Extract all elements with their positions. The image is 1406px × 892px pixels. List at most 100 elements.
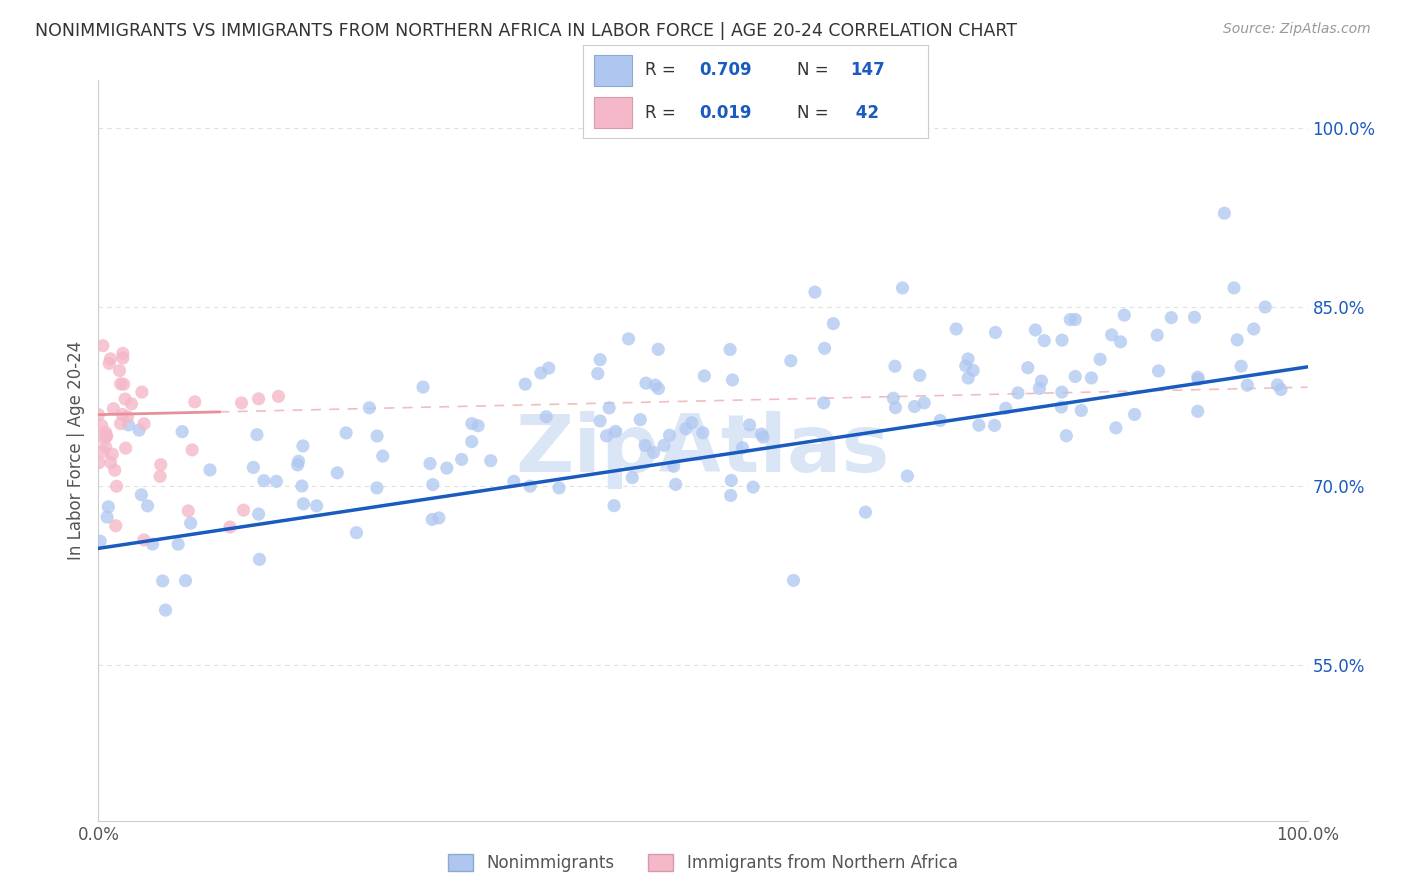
Point [114, 441, 136, 455]
Point [738, 417, 761, 432]
Point [366, 429, 388, 443]
Point [108, 364, 131, 378]
Point [100, 455, 122, 469]
Point [1184, 310, 1206, 325]
Point [628, 412, 651, 426]
Bar [593, 55, 631, 86]
Point [291, 439, 314, 453]
Point [231, 396, 253, 410]
Text: 0.019: 0.019 [699, 103, 751, 121]
Point [855, 505, 877, 519]
Point [326, 466, 349, 480]
Point [117, 409, 139, 424]
Point [181, 442, 204, 457]
Point [884, 401, 907, 415]
Point [1146, 328, 1168, 343]
Point [515, 377, 537, 392]
Point [903, 400, 925, 414]
Point [266, 475, 288, 489]
Point [110, 417, 132, 431]
Point [359, 401, 381, 415]
Point [219, 520, 242, 534]
Point [804, 285, 827, 300]
Point [962, 363, 984, 377]
Point [692, 425, 714, 440]
Point [721, 373, 744, 387]
Point [412, 380, 434, 394]
Point [287, 458, 309, 472]
Point [548, 481, 571, 495]
Point [994, 401, 1017, 416]
Point [366, 481, 388, 495]
Point [1064, 312, 1087, 326]
Bar [593, 97, 631, 128]
Point [603, 499, 626, 513]
Point [1033, 334, 1056, 348]
Point [1088, 352, 1111, 367]
Point [91, 339, 114, 353]
Point [1187, 370, 1209, 384]
Point [1243, 322, 1265, 336]
Point [436, 461, 458, 475]
Point [149, 469, 172, 483]
Point [912, 396, 935, 410]
Point [955, 359, 977, 373]
Point [957, 351, 980, 366]
Point [232, 503, 254, 517]
Point [530, 366, 553, 380]
Point [647, 382, 669, 396]
Point [249, 552, 271, 566]
Point [782, 574, 804, 588]
Point [621, 470, 644, 484]
Point [104, 518, 127, 533]
Point [742, 480, 765, 494]
Point [90, 418, 112, 433]
Point [617, 332, 640, 346]
Point [94, 440, 117, 454]
Point [644, 378, 666, 392]
Point [595, 429, 617, 443]
Point [128, 423, 150, 437]
Point [111, 351, 134, 365]
Point [813, 396, 835, 410]
Point [253, 474, 276, 488]
Point [96, 429, 118, 443]
Point [292, 497, 315, 511]
Point [1123, 408, 1146, 422]
Point [427, 511, 450, 525]
Point [665, 477, 688, 491]
Legend: Nonimmigrants, Immigrants from Northern Africa: Nonimmigrants, Immigrants from Northern … [441, 847, 965, 879]
Point [884, 359, 907, 374]
Point [1070, 403, 1092, 417]
Point [98, 356, 121, 370]
Point [751, 427, 773, 442]
Point [103, 401, 125, 416]
Point [536, 409, 558, 424]
Point [1064, 369, 1087, 384]
Point [647, 343, 669, 357]
Point [111, 408, 134, 422]
Point [247, 507, 270, 521]
Point [983, 418, 1005, 433]
Point [267, 389, 290, 403]
Text: 147: 147 [851, 62, 886, 79]
Point [1007, 386, 1029, 401]
Text: NONIMMIGRANTS VS IMMIGRANTS FROM NORTHERN AFRICA IN LABOR FORCE | AGE 20-24 CORR: NONIMMIGRANTS VS IMMIGRANTS FROM NORTHER… [35, 22, 1017, 40]
Point [180, 516, 202, 530]
Point [131, 385, 153, 400]
Point [586, 367, 609, 381]
Point [720, 474, 742, 488]
Point [1031, 374, 1053, 388]
Point [479, 453, 502, 467]
Point [91, 444, 114, 458]
Text: ZipAtlas: ZipAtlas [516, 411, 890, 490]
Point [693, 368, 716, 383]
Point [141, 537, 163, 551]
Point [422, 477, 444, 491]
Point [87, 456, 110, 470]
Point [167, 537, 190, 551]
Point [605, 425, 627, 439]
Point [132, 417, 155, 431]
Point [681, 416, 703, 430]
Point [174, 574, 197, 588]
